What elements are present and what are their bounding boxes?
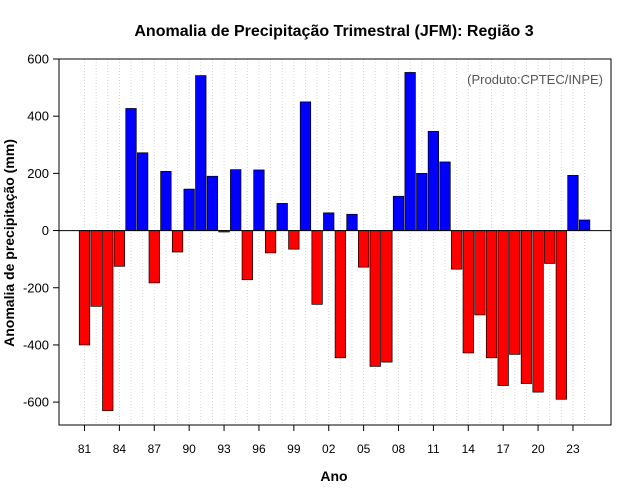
- bar-2016: [485, 230, 498, 359]
- bar-2006: [369, 230, 381, 367]
- plot-frame: [58, 58, 612, 426]
- chart-title: Anomalia de Precipitação Trimestral (JFM…: [134, 23, 533, 40]
- y-tick-label: -400: [23, 337, 49, 352]
- bar-2002: [323, 212, 335, 231]
- x-tick-label: 05: [357, 442, 371, 456]
- bar-1987: [148, 230, 160, 284]
- bar-2022: [555, 230, 567, 400]
- x-tick-label: 81: [78, 442, 92, 456]
- x-tick-label: 17: [497, 442, 511, 456]
- bar-2014: [462, 230, 474, 354]
- bar-1986: [137, 152, 149, 231]
- bar-2001: [311, 230, 323, 305]
- bar-1982: [90, 230, 102, 307]
- bar-1989: [171, 230, 184, 253]
- bar-2009: [404, 72, 416, 231]
- bar-2012: [439, 161, 451, 231]
- x-tick-label: 14: [462, 442, 476, 456]
- bar-2019: [520, 230, 533, 384]
- x-tick-label: 93: [217, 442, 231, 456]
- x-axis: 81 84 87 90 93 96 99 02 05 08 11 14 17 20 23: [78, 425, 580, 456]
- bar-1999: [288, 230, 300, 250]
- x-tick-label: 20: [531, 442, 545, 456]
- x-tick-label: 08: [392, 442, 406, 456]
- y-tick-label: 600: [27, 52, 49, 67]
- y-tick-label: 200: [27, 166, 49, 181]
- bar-1992: [206, 175, 219, 231]
- x-tick-label: 87: [148, 442, 162, 456]
- bar-1995: [241, 230, 253, 281]
- x-tick-label: 23: [566, 442, 580, 456]
- bar-2005: [358, 230, 370, 268]
- x-tick-label: 84: [113, 442, 127, 456]
- bar-2015: [474, 230, 486, 316]
- y-axis-label: Anomalia de precipitação (mm): [1, 139, 17, 347]
- bar-1997: [264, 230, 277, 254]
- bar-1984: [113, 230, 125, 267]
- bar-2024: [578, 219, 591, 231]
- bar-2004: [346, 213, 358, 231]
- y-tick-label: 400: [27, 109, 49, 124]
- x-tick-label: 99: [287, 442, 301, 456]
- y-axis: -600 -400 -200 0 200 400 600: [23, 52, 59, 410]
- bar-2011: [427, 130, 439, 231]
- bar-1985: [125, 108, 137, 231]
- bar-1981: [78, 230, 91, 346]
- bar-2020: [532, 230, 544, 393]
- bar-2010: [416, 173, 428, 231]
- bar-2013: [451, 230, 463, 270]
- chart-annotation: (Produto:CPTEC/INPE): [467, 72, 603, 87]
- x-tick-label: 96: [252, 442, 266, 456]
- bar-1990: [183, 188, 195, 231]
- bar-1983: [102, 230, 114, 412]
- y-tick-label: 0: [42, 223, 49, 238]
- bar-1991: [195, 75, 207, 231]
- bar-2008: [392, 195, 405, 231]
- bar-1998: [276, 203, 288, 231]
- bar-2003: [334, 230, 346, 359]
- bar-2000: [299, 101, 312, 231]
- bars: [78, 72, 591, 412]
- x-tick-label: 11: [427, 442, 440, 456]
- bar-1994: [230, 169, 242, 231]
- bar-1996: [253, 169, 265, 231]
- bar-1988: [160, 171, 172, 231]
- bar-2018: [509, 230, 521, 355]
- bar-2023: [567, 175, 579, 231]
- bar-2017: [497, 230, 509, 386]
- bar-2007: [381, 230, 393, 363]
- y-tick-label: -200: [23, 280, 49, 295]
- x-tick-label: 02: [322, 442, 336, 456]
- x-tick-label: 90: [182, 442, 196, 456]
- x-axis-label: Ano: [320, 468, 347, 484]
- y-tick-label: -600: [23, 395, 49, 410]
- bar-2021: [544, 230, 556, 264]
